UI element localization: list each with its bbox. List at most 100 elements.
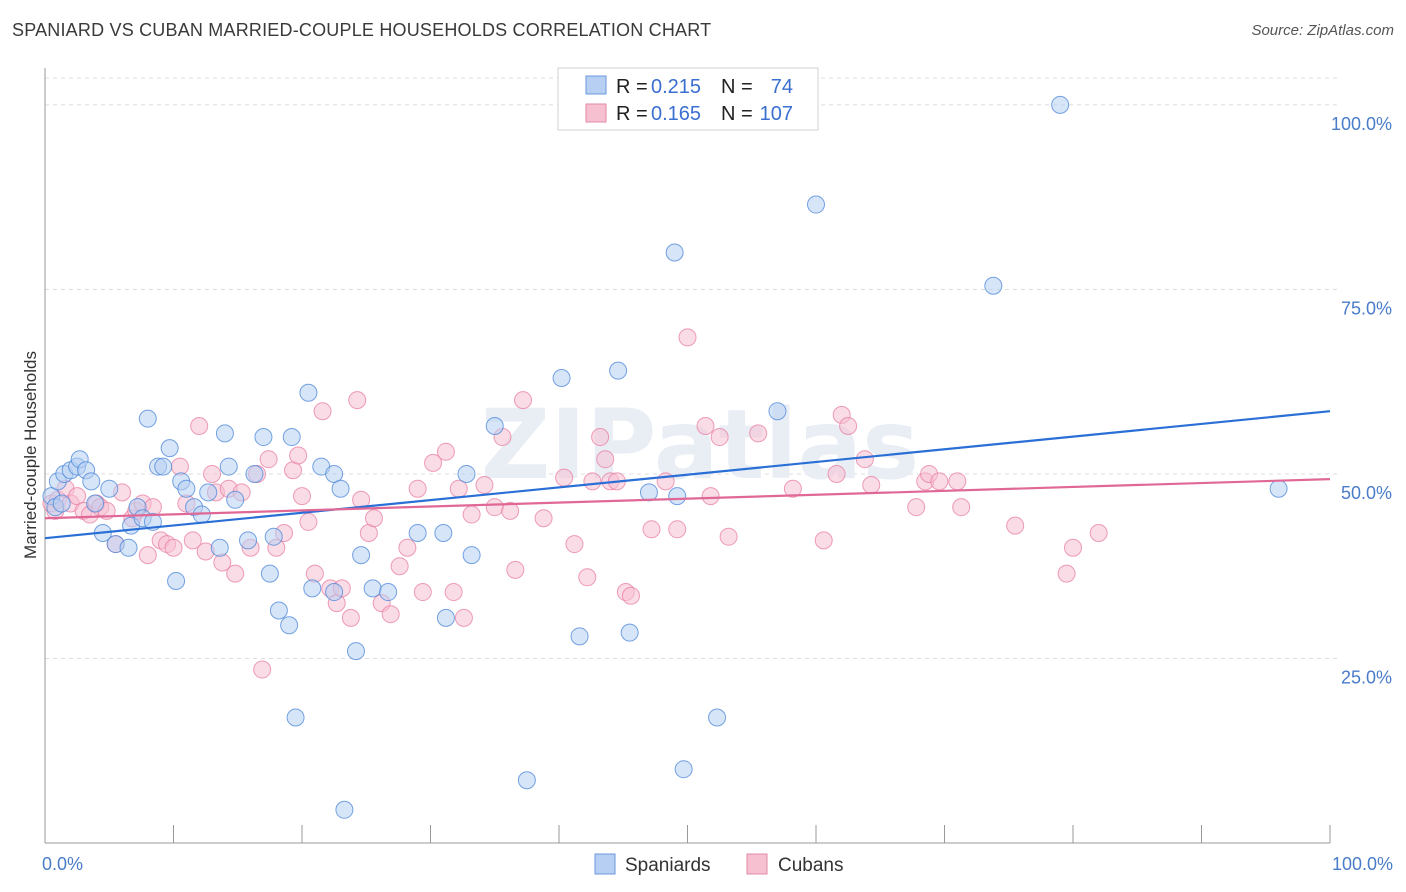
y-axis-label: Married-couple Households <box>21 351 40 559</box>
cuban-point <box>348 391 367 410</box>
cuban-point <box>341 608 360 627</box>
points-layer <box>42 95 1288 819</box>
cuban-point <box>226 564 245 583</box>
legend-n-value-cubans: 107 <box>760 103 793 125</box>
bottom-legend-label-cubans: Cubans <box>778 855 844 876</box>
spaniard-point <box>1269 479 1288 498</box>
spaniard-point <box>138 409 157 428</box>
cuban-point <box>583 472 602 491</box>
spaniard-point <box>210 538 229 557</box>
cuban-point <box>1089 524 1108 542</box>
spaniard-point <box>352 546 371 565</box>
spaniard-point <box>239 531 258 550</box>
legend-r-label-spaniards: R = <box>616 76 648 98</box>
cuban-point <box>289 446 308 465</box>
cuban-point <box>555 468 574 487</box>
spaniard-point <box>668 487 687 506</box>
y-tick-label: 75.0% <box>1341 298 1392 318</box>
bottom-legend-swatch-cubans <box>746 853 768 875</box>
spaniard-point <box>639 483 658 502</box>
spaniard-point <box>363 579 382 598</box>
spaniard-point <box>462 546 481 565</box>
spaniard-point <box>177 479 196 498</box>
spaniard-point <box>331 479 350 498</box>
cuban-point <box>814 531 833 550</box>
cuban-point <box>678 328 697 347</box>
spaniard-point <box>408 524 427 542</box>
spaniard-point <box>609 361 628 380</box>
cuban-point <box>183 531 202 550</box>
cuban-point <box>381 605 400 624</box>
cuban-point <box>501 501 520 520</box>
cuban-point <box>436 442 455 461</box>
cuban-point <box>534 509 553 528</box>
legend-r-label-cubans: R = <box>616 103 648 125</box>
spaniard-point <box>665 243 684 262</box>
cuban-point <box>398 538 417 557</box>
legend-swatch-cubans <box>585 103 607 123</box>
spaniard-point <box>254 428 273 447</box>
cuban-point <box>948 472 967 491</box>
spaniard-point <box>154 457 173 476</box>
spaniard-point <box>264 527 283 546</box>
spaniard-point <box>160 439 179 458</box>
spaniard-point <box>286 708 305 727</box>
cuban-point <box>565 535 584 554</box>
cuban-point <box>424 453 443 472</box>
cuban-point <box>696 416 715 435</box>
spaniard-point <box>119 538 138 557</box>
legend-r-value-spaniards: 0.215 <box>651 76 701 98</box>
cuban-point <box>621 586 640 605</box>
spaniard-point <box>485 416 504 435</box>
spaniard-point <box>807 195 825 214</box>
bottom-legend-label-spaniards: Spaniards <box>625 855 711 876</box>
cuban-point <box>454 608 473 627</box>
cuban-point <box>485 498 504 517</box>
cuban-point <box>596 450 615 469</box>
bottom-legend: Spaniards Cubans <box>594 853 844 876</box>
cuban-point <box>719 527 738 546</box>
spaniard-point <box>325 583 344 602</box>
spaniard-point <box>346 642 365 661</box>
cuban-point <box>164 538 183 557</box>
cuban-point <box>253 660 272 679</box>
cuban-point <box>668 520 687 539</box>
cuban-point <box>364 509 383 528</box>
cuban-point <box>862 476 881 495</box>
tick-label-layer: 25.0% 50.0% 75.0% 100.0% 0.0% 100.0% <box>42 114 1393 874</box>
y-tick-label: 25.0% <box>1341 667 1392 687</box>
spaniard-point <box>552 369 571 387</box>
spaniard-point <box>215 424 234 443</box>
cuban-point <box>390 557 409 576</box>
cuban-point <box>1057 564 1076 583</box>
y-tick-label: 50.0% <box>1341 483 1392 503</box>
spaniard-point <box>434 524 453 542</box>
cuban-point <box>642 520 661 539</box>
chart-source: Source: ZipAtlas.com <box>1251 22 1394 39</box>
cuban-point <box>701 487 720 506</box>
cuban-point <box>299 512 318 531</box>
legend-n-label-spaniards: N = <box>721 76 753 98</box>
spaniard-point <box>82 472 101 491</box>
bottom-legend-swatch-spaniards <box>594 853 616 875</box>
cubans-trend-line <box>44 478 1331 520</box>
cuban-point <box>591 428 610 447</box>
spaniard-point <box>457 464 476 483</box>
chart-title: SPANIARD VS CUBAN MARRIED-COUPLE HOUSEHO… <box>12 20 712 40</box>
spaniard-point <box>674 760 693 779</box>
spaniard-point <box>335 800 354 819</box>
cuban-point <box>413 583 432 602</box>
spaniard-point <box>768 402 787 421</box>
cuban-point <box>749 424 768 443</box>
spaniard-point <box>1051 95 1070 114</box>
spaniard-point <box>219 457 238 476</box>
cuban-point <box>1064 538 1082 557</box>
spaniard-point <box>226 490 245 509</box>
cuban-point <box>203 464 222 483</box>
spaniard-point <box>260 564 279 583</box>
cuban-point <box>578 568 597 587</box>
cuban-point <box>444 583 463 602</box>
watermark: ZIPatlas <box>481 389 920 501</box>
legend-swatch-spaniards <box>585 75 607 95</box>
